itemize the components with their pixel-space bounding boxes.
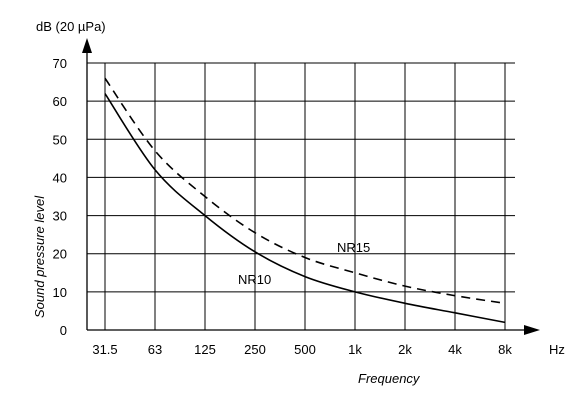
- x-unit-label: Hz: [549, 342, 565, 357]
- axes: [82, 38, 540, 335]
- y-unit-label: dB (20 µPa): [36, 19, 106, 34]
- series-line-nr10: [104, 93, 506, 324]
- x-tick-label: 63: [148, 342, 162, 357]
- y-tick-label: 70: [53, 56, 67, 71]
- x-axis-arrow-icon: [524, 325, 540, 335]
- series-label-nr15: NR15: [337, 240, 370, 255]
- y-tick-label: 0: [60, 323, 67, 338]
- y-tick-label: 30: [53, 209, 67, 224]
- x-tick-label: 250: [244, 342, 266, 357]
- x-tick-label: 1k: [348, 342, 362, 357]
- x-tick-labels: 31.5 63 125 250 500 1k 2k 4k 8k: [92, 342, 512, 357]
- y-tick-label: 60: [53, 94, 67, 109]
- y-tick-label: 20: [53, 247, 67, 262]
- x-tick-label: 2k: [398, 342, 412, 357]
- x-tick-label: 31.5: [92, 342, 117, 357]
- x-tick-label: 125: [194, 342, 216, 357]
- x-axis-title: Frequency: [358, 371, 421, 386]
- x-tick-label: 4k: [448, 342, 462, 357]
- y-tick-label: 50: [53, 132, 67, 147]
- x-tick-label: 8k: [498, 342, 512, 357]
- grid: [87, 62, 515, 330]
- y-axis-arrow-icon: [82, 38, 92, 53]
- series-line-nr15: [104, 77, 506, 305]
- series-label-nr10: NR10: [238, 272, 271, 287]
- x-tick-label: 500: [294, 342, 316, 357]
- y-axis-title: Sound pressure level: [32, 195, 47, 318]
- series: NR10 NR15: [104, 77, 506, 324]
- y-tick-label: 40: [53, 170, 67, 185]
- y-tick-label: 10: [53, 285, 67, 300]
- y-tick-labels: 0 10 20 30 40 50 60 70: [53, 56, 67, 338]
